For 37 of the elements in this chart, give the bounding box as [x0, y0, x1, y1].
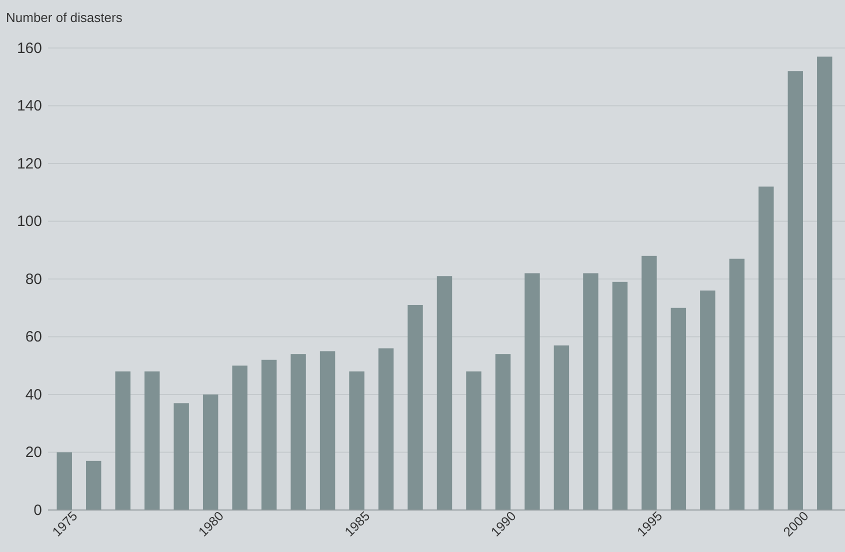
bar — [817, 56, 832, 510]
y-tick-label: 120 — [16, 155, 42, 172]
bar — [320, 351, 336, 510]
bar — [642, 256, 657, 510]
bar — [378, 348, 394, 510]
bar — [466, 371, 482, 510]
bar — [232, 366, 248, 510]
bar — [290, 354, 306, 510]
bar — [202, 394, 218, 510]
bar — [115, 371, 130, 510]
bar — [524, 273, 540, 510]
y-tick-label: 40 — [25, 386, 42, 404]
bar — [56, 452, 72, 510]
bar — [612, 282, 628, 510]
y-tick-label: 100 — [16, 213, 42, 230]
y-tick-label: 0 — [34, 502, 42, 519]
y-tick-label: 140 — [16, 98, 42, 115]
bar — [408, 304, 423, 510]
bar — [144, 371, 160, 510]
bar — [758, 186, 774, 510]
bar — [261, 360, 277, 510]
bar — [349, 371, 364, 510]
bar — [436, 276, 452, 510]
y-tick-label: 20 — [25, 444, 42, 462]
bar — [554, 345, 570, 510]
bar — [174, 403, 189, 510]
bar — [670, 308, 686, 510]
bar — [729, 258, 745, 510]
bar — [700, 290, 716, 510]
y-tick-label: 80 — [25, 270, 42, 288]
bar — [583, 273, 598, 510]
y-tick-label: 160 — [16, 40, 42, 57]
y-tick-label: 60 — [25, 328, 42, 346]
bar — [788, 71, 803, 510]
bar — [495, 354, 511, 510]
y-axis-title: Number of disasters — [6, 10, 123, 25]
bar — [86, 460, 102, 510]
